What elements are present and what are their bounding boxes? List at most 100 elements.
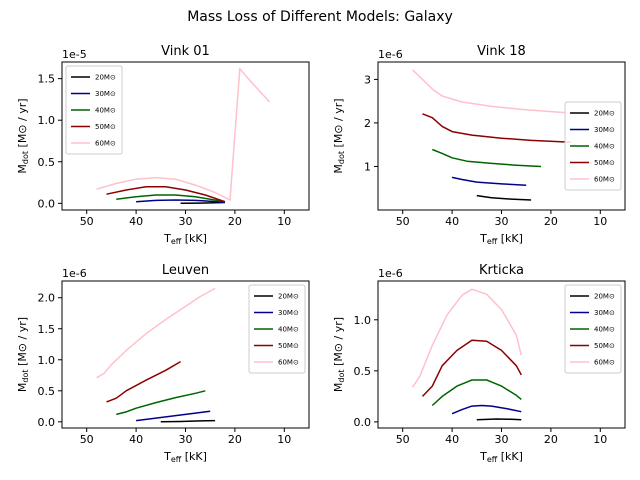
x-tick-label: 30 — [179, 433, 193, 446]
subplot-krticka: Krticka 50 40 30 20 10 0.0 0.5 1.0 1e-6 Teff [kK] M… — [332, 263, 626, 464]
series-line-60m — [96, 287, 216, 379]
legend-label: 50M⊙ — [594, 342, 615, 350]
legend-label: 30M⊙ — [594, 309, 615, 317]
series-line-50m — [106, 185, 226, 203]
legend-frame — [564, 101, 622, 191]
x-tick-label: 50 — [80, 433, 94, 446]
x-tick-label: 40 — [445, 433, 459, 446]
legend-label: 20M⊙ — [278, 293, 299, 301]
series-line-20m — [476, 194, 532, 201]
series-line-30m — [136, 410, 211, 422]
x-tick-label: 10 — [277, 215, 291, 228]
x-tick-label: 20 — [228, 433, 242, 446]
y-tick-label: 1.5 — [38, 73, 56, 86]
legend-label: 60M⊙ — [95, 140, 116, 148]
series-line-60m — [96, 67, 271, 201]
series-group — [96, 67, 271, 205]
subplot-title: Vink 18 — [477, 44, 526, 59]
y-tick-label: 0.0 — [38, 197, 56, 210]
x-tick-label: 10 — [593, 215, 607, 228]
x-tick-label: 20 — [544, 215, 558, 228]
legend-label: 30M⊙ — [278, 309, 299, 317]
legend-label: 40M⊙ — [95, 107, 116, 115]
legend: 20M⊙ 30M⊙ 40M⊙ 50M⊙ 60M⊙ — [248, 284, 306, 374]
legend-frame — [65, 65, 123, 155]
legend-label: 60M⊙ — [594, 176, 615, 184]
y-tick-label: 1.0 — [354, 314, 372, 327]
y-tick-label: 1 — [364, 160, 371, 173]
series-line-40m — [116, 194, 226, 203]
series-group — [96, 287, 216, 423]
legend-label: 20M⊙ — [95, 74, 116, 82]
series-line-20m — [160, 419, 216, 423]
x-axis-label: Teff [kK] — [163, 450, 207, 464]
series-line-50m — [422, 113, 571, 143]
y-tick-label: 2.0 — [38, 292, 56, 305]
x-tick-label: 30 — [179, 215, 193, 228]
subplot-vink-01: Vink 01 50 40 30 20 10 0.0 0.5 1.0 1.5 1e-5 Teff [k… — [16, 44, 310, 246]
legend-label: 40M⊙ — [594, 326, 615, 334]
y-tick-label: 0.0 — [38, 416, 56, 429]
legend-label: 30M⊙ — [95, 90, 116, 98]
x-tick-label: 10 — [593, 433, 607, 446]
subplot-leuven: Leuven 50 40 30 20 10 0.0 0.5 1.0 1.5 2.0 1e-6 Teff … — [16, 263, 310, 464]
series-line-40m — [432, 148, 542, 168]
y-axis-label: Mdot [M⊙ / yr] — [332, 317, 346, 392]
y-tick-label: 1.0 — [38, 114, 56, 127]
y-tick-label: 2 — [364, 117, 371, 130]
subplot-title: Vink 01 — [161, 44, 210, 59]
x-tick-label: 40 — [129, 215, 143, 228]
y-offset-text: 1e-6 — [378, 48, 403, 61]
y-tick-label: 0.0 — [354, 416, 372, 429]
legend: 20M⊙ 30M⊙ 40M⊙ 50M⊙ 60M⊙ — [564, 284, 622, 374]
legend-frame — [564, 284, 622, 374]
y-axis-label: Mdot [M⊙ / yr] — [16, 98, 30, 173]
legend-frame — [248, 284, 306, 374]
y-tick-label: 0.5 — [38, 385, 56, 398]
series-group — [411, 288, 523, 421]
x-axis-label: Teff [kK] — [479, 232, 523, 246]
x-axis-label: Teff [kK] — [163, 232, 207, 246]
x-axis-label: Teff [kK] — [479, 450, 523, 464]
legend-label: 40M⊙ — [594, 143, 615, 151]
y-tick-label: 0.5 — [354, 365, 372, 378]
x-tick-label: 10 — [277, 433, 291, 446]
subplot-title: Krticka — [479, 263, 524, 278]
x-tick-label: 40 — [445, 215, 459, 228]
legend-label: 50M⊙ — [95, 123, 116, 131]
legend: 20M⊙ 30M⊙ 40M⊙ 50M⊙ 60M⊙ — [564, 101, 622, 191]
x-tick-label: 20 — [544, 433, 558, 446]
legend-label: 40M⊙ — [278, 326, 299, 334]
series-line-50m — [421, 339, 522, 397]
series-line-20m — [180, 201, 226, 205]
x-tick-label: 50 — [80, 215, 94, 228]
series-line-60m — [411, 288, 523, 388]
legend-label: 30M⊙ — [594, 126, 615, 134]
series-line-30m — [136, 199, 226, 204]
y-axis-label: Mdot [M⊙ / yr] — [332, 98, 346, 173]
x-tick-label: 40 — [129, 433, 143, 446]
series-line-40m — [431, 379, 522, 407]
series-group — [412, 69, 591, 201]
subplot-title: Leuven — [162, 263, 209, 278]
y-offset-text: 1e-6 — [378, 267, 403, 280]
y-tick-label: 3 — [364, 73, 371, 86]
series-line-50m — [106, 360, 181, 403]
x-tick-label: 30 — [495, 433, 509, 446]
subplot-vink-18: Vink 18 50 40 30 20 10 1 2 3 1e-6 Teff [kK] Mdot [M… — [332, 44, 626, 246]
series-line-30m — [451, 176, 527, 186]
y-tick-label: 1.0 — [38, 354, 56, 367]
series-line-40m — [116, 390, 206, 416]
figure-title: Mass Loss of Different Models: Galaxy — [187, 9, 453, 25]
x-tick-label: 30 — [495, 215, 509, 228]
legend-label: 20M⊙ — [594, 293, 615, 301]
x-tick-label: 20 — [228, 215, 242, 228]
series-line-20m — [476, 418, 522, 421]
legend-label: 50M⊙ — [594, 159, 615, 167]
y-tick-label: 1.5 — [38, 323, 56, 336]
x-tick-label: 50 — [396, 433, 410, 446]
legend-label: 20M⊙ — [594, 110, 615, 118]
y-offset-text: 1e-5 — [62, 48, 87, 61]
legend-label: 60M⊙ — [278, 359, 299, 367]
